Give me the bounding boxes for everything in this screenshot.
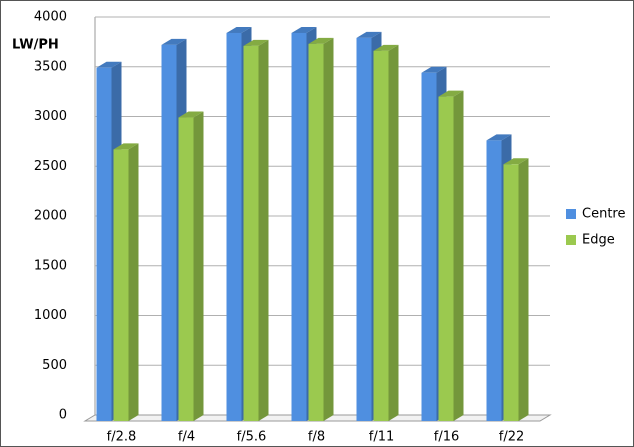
x-tick-label: f/5.6	[237, 430, 267, 445]
bar-side	[258, 39, 269, 421]
bar	[503, 164, 519, 422]
bar-top	[356, 31, 382, 38]
legend-label: Edge	[582, 233, 615, 248]
bar-side	[518, 158, 529, 422]
bar-top	[308, 37, 334, 44]
bar	[178, 117, 194, 422]
legend-swatch	[566, 235, 576, 245]
bar-top	[503, 158, 529, 165]
bar	[308, 43, 324, 422]
bar	[486, 140, 502, 421]
y-tick-label: 3000	[34, 109, 67, 124]
x-tick-label: f/11	[369, 430, 395, 445]
y-tick-label: 2000	[34, 209, 67, 224]
x-tick-label: f/16	[434, 430, 460, 445]
x-tick-label: f/8	[308, 430, 325, 445]
bar-side	[128, 143, 139, 422]
y-tick-label: 1500	[34, 258, 67, 273]
bar	[243, 45, 259, 421]
bar	[161, 44, 177, 421]
y-tick-label: 0	[59, 408, 67, 423]
bar	[438, 96, 454, 421]
bar	[226, 32, 242, 421]
bar-top	[291, 26, 317, 33]
x-tick-label: f/4	[178, 430, 195, 445]
legend-label: Centre	[582, 207, 625, 222]
bar-side	[323, 37, 334, 422]
y-tick-label: 3500	[34, 59, 67, 74]
bar	[421, 72, 437, 421]
bar-top	[243, 39, 269, 46]
bar-top	[438, 90, 464, 97]
bar	[291, 32, 307, 421]
bar-top	[421, 66, 447, 73]
y-tick-label: 1000	[34, 308, 67, 323]
y-tick-label: 2500	[34, 159, 67, 174]
bar	[373, 50, 389, 422]
bar-top	[178, 111, 204, 118]
legend-swatch	[566, 209, 576, 219]
bar-top	[96, 61, 122, 68]
x-tick-label: f/2.8	[107, 430, 137, 445]
y-tick-label: 4000	[34, 10, 67, 25]
y-tick-label: 500	[42, 358, 67, 373]
bar-side	[193, 111, 204, 422]
bar	[356, 37, 372, 422]
y-axis-title: LW/PH	[12, 38, 59, 53]
bar	[96, 67, 112, 422]
x-tick-label: f/22	[499, 430, 525, 445]
bar-top	[161, 38, 187, 45]
bar	[113, 149, 129, 422]
bar-side	[388, 44, 399, 422]
bar-top	[486, 134, 512, 141]
bar-top	[113, 143, 139, 150]
bar-side	[453, 90, 464, 421]
bar-top	[226, 26, 252, 33]
bar-top	[373, 44, 399, 51]
